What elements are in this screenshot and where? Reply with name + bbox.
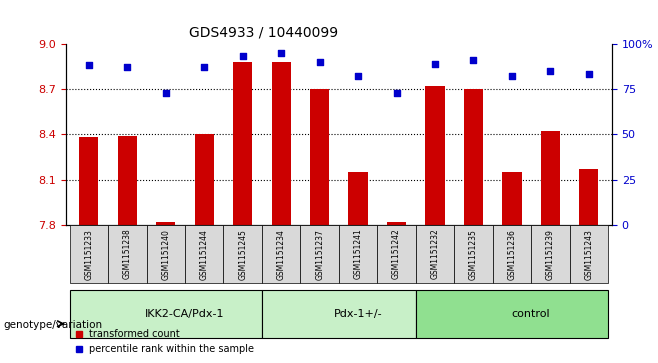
Point — [122, 64, 133, 70]
Text: GSM1151243: GSM1151243 — [584, 229, 594, 280]
FancyBboxPatch shape — [570, 225, 608, 283]
Text: GSM1151240: GSM1151240 — [161, 229, 170, 280]
FancyBboxPatch shape — [454, 225, 493, 283]
FancyBboxPatch shape — [416, 290, 608, 338]
Text: GSM1151234: GSM1151234 — [276, 229, 286, 280]
Point — [353, 73, 363, 79]
Point — [468, 57, 479, 63]
Point — [199, 64, 209, 70]
Bar — [579, 169, 599, 225]
Point — [315, 59, 325, 65]
Text: GSM1151232: GSM1151232 — [430, 229, 440, 280]
FancyBboxPatch shape — [301, 225, 339, 283]
Text: GSM1151238: GSM1151238 — [123, 229, 132, 280]
Text: GSM1151233: GSM1151233 — [84, 229, 93, 280]
Text: GSM1151235: GSM1151235 — [469, 229, 478, 280]
Bar — [272, 62, 291, 225]
FancyBboxPatch shape — [416, 225, 454, 283]
Point — [161, 90, 171, 95]
Bar — [310, 89, 329, 225]
Bar — [349, 172, 368, 225]
Text: GSM1151242: GSM1151242 — [392, 229, 401, 280]
Text: IKK2-CA/Pdx-1: IKK2-CA/Pdx-1 — [145, 309, 225, 319]
Bar — [233, 62, 252, 225]
FancyBboxPatch shape — [224, 225, 262, 283]
Bar — [541, 131, 560, 225]
Bar — [502, 172, 522, 225]
Text: GSM1151236: GSM1151236 — [507, 229, 517, 280]
Point — [430, 61, 440, 66]
Text: GSM1151237: GSM1151237 — [315, 229, 324, 280]
Bar — [118, 136, 137, 225]
Point — [545, 68, 555, 74]
FancyBboxPatch shape — [108, 225, 147, 283]
Bar — [156, 222, 176, 225]
Text: GSM1151245: GSM1151245 — [238, 229, 247, 280]
FancyBboxPatch shape — [493, 225, 531, 283]
Bar — [79, 137, 99, 225]
Text: Pdx-1+/-: Pdx-1+/- — [334, 309, 382, 319]
Bar — [426, 86, 445, 225]
Point — [84, 62, 94, 68]
FancyBboxPatch shape — [147, 225, 185, 283]
Text: GSM1151244: GSM1151244 — [200, 229, 209, 280]
Bar — [464, 89, 483, 225]
FancyBboxPatch shape — [262, 225, 301, 283]
Point — [507, 73, 517, 79]
Text: GSM1151239: GSM1151239 — [546, 229, 555, 280]
FancyBboxPatch shape — [262, 290, 416, 338]
FancyBboxPatch shape — [377, 225, 416, 283]
Bar — [387, 222, 406, 225]
Text: genotype/variation: genotype/variation — [3, 320, 103, 330]
Point — [392, 90, 402, 95]
FancyBboxPatch shape — [339, 225, 377, 283]
Text: control: control — [512, 309, 551, 319]
Legend: transformed count, percentile rank within the sample: transformed count, percentile rank withi… — [70, 326, 258, 358]
Text: GDS4933 / 10440099: GDS4933 / 10440099 — [189, 25, 338, 40]
Point — [276, 50, 286, 56]
Bar — [195, 134, 214, 225]
Point — [584, 72, 594, 77]
FancyBboxPatch shape — [70, 290, 262, 338]
Point — [238, 53, 248, 59]
FancyBboxPatch shape — [70, 225, 108, 283]
FancyBboxPatch shape — [185, 225, 224, 283]
FancyBboxPatch shape — [531, 225, 570, 283]
Text: GSM1151241: GSM1151241 — [353, 229, 363, 280]
